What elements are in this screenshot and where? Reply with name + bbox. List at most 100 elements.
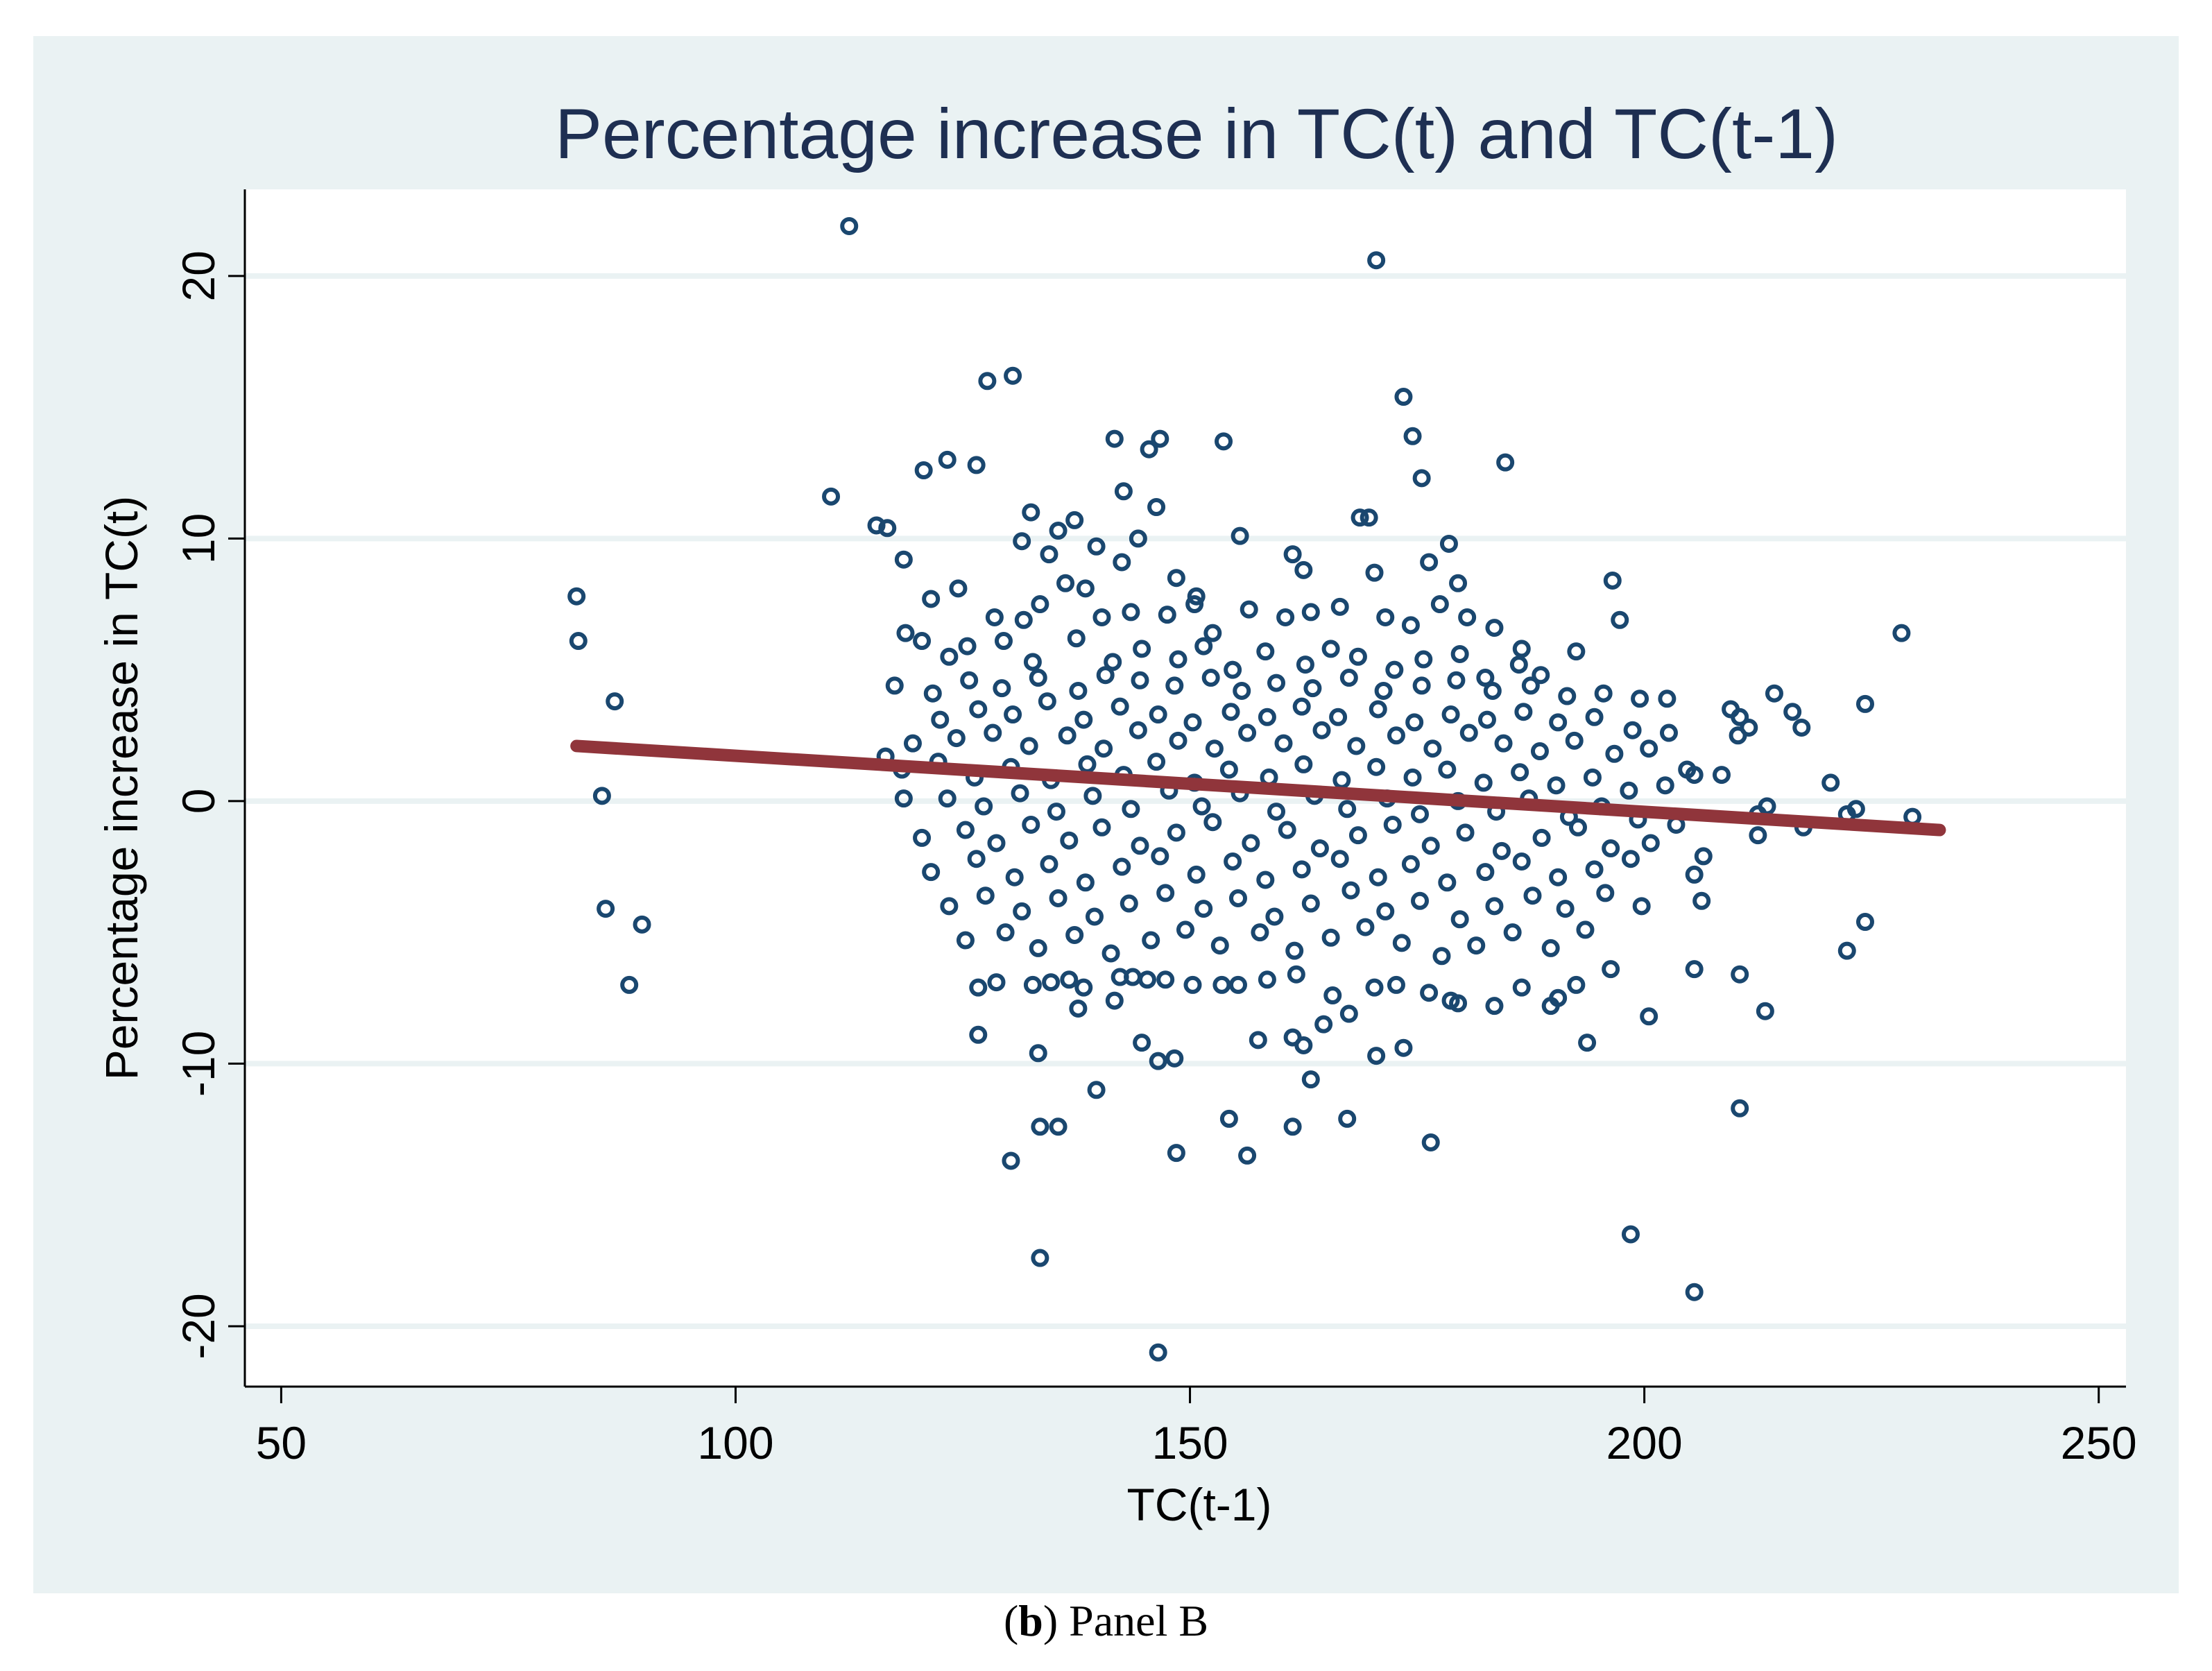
data-point	[976, 886, 995, 905]
data-point	[1285, 941, 1304, 960]
data-point	[1749, 826, 1767, 845]
data-point	[1411, 805, 1430, 823]
data-point	[1467, 936, 1486, 955]
data-point	[1129, 529, 1147, 548]
data-point	[1224, 852, 1242, 871]
data-point	[1521, 676, 1540, 695]
data-point	[1430, 595, 1449, 614]
data-point	[1004, 705, 1022, 724]
data-point	[1549, 868, 1568, 886]
data-point	[1122, 603, 1140, 622]
data-point	[1321, 640, 1340, 658]
data-point	[1294, 560, 1313, 579]
data-point	[1423, 739, 1442, 758]
data-point	[1047, 803, 1065, 821]
data-point	[1565, 731, 1584, 750]
data-point	[1212, 975, 1231, 994]
data-point	[1105, 991, 1124, 1010]
data-point	[1530, 742, 1549, 761]
data-point	[1476, 669, 1495, 687]
data-point	[1040, 855, 1058, 873]
y-tick-label: 0	[173, 789, 224, 814]
data-point	[1031, 1117, 1049, 1136]
data-point	[1401, 855, 1420, 873]
data-point	[1221, 703, 1240, 721]
data-point	[1301, 1070, 1320, 1089]
data-point	[1049, 1117, 1068, 1136]
data-point	[1142, 931, 1160, 950]
data-point	[1369, 700, 1387, 719]
data-point	[1532, 828, 1551, 847]
data-point	[1185, 595, 1204, 614]
data-point	[1509, 655, 1528, 674]
data-point	[1238, 1146, 1257, 1165]
data-point	[938, 789, 957, 808]
data-point	[1685, 865, 1704, 884]
data-point	[606, 692, 624, 711]
data-point	[914, 461, 933, 480]
data-point	[896, 624, 915, 642]
data-point	[1183, 975, 1202, 994]
data-point	[1038, 692, 1056, 711]
data-point	[1265, 907, 1284, 926]
data-point	[1348, 647, 1367, 666]
data-point	[922, 863, 941, 882]
data-point	[1421, 1133, 1440, 1151]
data-point	[1303, 679, 1322, 698]
data-point	[1403, 768, 1422, 787]
data-point	[1215, 432, 1233, 451]
data-point	[1104, 653, 1122, 671]
data-point	[1765, 684, 1783, 703]
data-point	[1029, 939, 1047, 957]
data-point	[940, 647, 959, 666]
data-point	[1187, 865, 1206, 884]
data-point	[1338, 1109, 1357, 1128]
data-point	[1485, 619, 1504, 637]
data-point	[1547, 776, 1566, 795]
data-point	[1022, 503, 1040, 522]
data-point	[1658, 689, 1677, 708]
data-point	[1329, 708, 1348, 726]
data-point	[1450, 644, 1469, 663]
data-point	[592, 787, 611, 805]
data-point	[1105, 429, 1124, 448]
data-point	[1256, 871, 1275, 889]
data-point	[1458, 608, 1477, 626]
data-point	[1312, 721, 1331, 739]
data-point	[1095, 739, 1113, 758]
data-point	[1392, 934, 1411, 952]
data-point	[969, 1025, 988, 1044]
data-point	[1156, 884, 1175, 902]
data-point	[894, 789, 913, 808]
data-point	[996, 923, 1015, 942]
data-point	[822, 487, 841, 506]
data-point	[1049, 522, 1068, 540]
data-point	[1846, 800, 1865, 819]
data-point	[633, 915, 651, 934]
data-point	[1258, 708, 1276, 726]
data-point	[1483, 681, 1502, 700]
data-point	[1249, 1031, 1267, 1049]
data-point	[1405, 713, 1424, 732]
data-point	[958, 637, 977, 655]
data-point	[1567, 642, 1586, 661]
data-point	[1167, 1144, 1185, 1163]
data-point	[1149, 1343, 1167, 1362]
data-point	[1360, 508, 1378, 527]
data-point	[993, 679, 1011, 698]
data-point	[1085, 907, 1104, 926]
data-point	[1258, 970, 1276, 989]
data-point	[1176, 920, 1194, 939]
data-point	[1420, 984, 1439, 1002]
axes	[243, 189, 2126, 1388]
data-point	[878, 519, 897, 538]
data-point	[1101, 944, 1120, 963]
data-point	[1449, 994, 1468, 1013]
data-point	[867, 516, 886, 535]
data-point	[1231, 526, 1249, 545]
data-point	[947, 729, 966, 748]
data-point	[1685, 960, 1704, 979]
data-point	[1603, 571, 1622, 590]
data-point	[1092, 818, 1111, 837]
